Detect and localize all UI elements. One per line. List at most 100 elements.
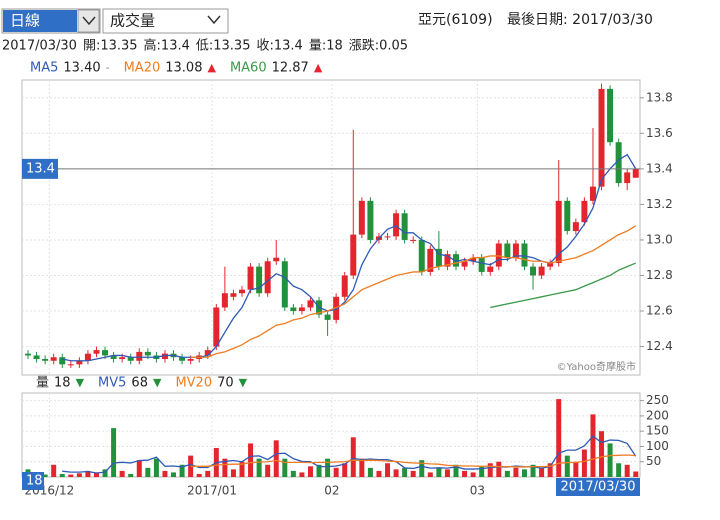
volume-bar <box>333 467 339 477</box>
legend-name: MA5 <box>30 61 58 76</box>
y-tick-label: 12.6 <box>646 304 673 318</box>
volume-bar <box>248 443 254 477</box>
volume-bar <box>42 474 48 477</box>
y-tick-label: 12.4 <box>646 339 673 353</box>
candle-body <box>358 200 365 235</box>
candle-body <box>401 213 408 240</box>
volume-bar <box>205 470 211 477</box>
y-tick-label: 200 <box>646 408 669 422</box>
candle-body <box>119 357 126 360</box>
volume-bar <box>547 463 553 477</box>
volume-bar <box>367 467 373 477</box>
volume-bar <box>359 458 365 477</box>
indicator-dropdown[interactable] <box>102 8 229 34</box>
candle-body <box>589 186 596 201</box>
x-tick-label: 02 <box>324 484 339 498</box>
volume-bar <box>539 467 545 477</box>
candle-body <box>564 200 571 232</box>
candle-body <box>487 266 494 272</box>
x-tick-label: 03 <box>470 484 485 498</box>
volume-bar <box>496 461 502 477</box>
candle-body <box>239 289 245 294</box>
candle-body <box>350 234 357 276</box>
volume-bar <box>599 431 605 477</box>
volume-bar <box>564 455 570 477</box>
price-plot-frame <box>21 79 641 376</box>
dropdown-arrow <box>82 16 96 26</box>
volume-bar <box>196 473 202 477</box>
volume-bar <box>504 470 510 477</box>
volume-bar <box>487 463 493 477</box>
candle-body <box>298 307 305 312</box>
candle-body <box>187 359 194 361</box>
volume-bar <box>68 474 74 477</box>
candle-body <box>221 293 228 308</box>
legend-trend: - <box>106 61 110 74</box>
cursor-price-box <box>22 158 58 179</box>
volume-bar <box>299 472 305 477</box>
volume-bar <box>530 464 536 477</box>
volume-bar <box>521 469 527 477</box>
info-text: 收:13.4 <box>256 39 302 54</box>
volume-bar <box>385 463 391 477</box>
candle-body <box>521 243 528 267</box>
volume-bar <box>256 458 262 477</box>
volume-bar <box>342 463 348 477</box>
candle-body <box>273 257 280 262</box>
y-tick-label: 250 <box>646 393 669 407</box>
info-text: 低:13.35 <box>196 39 251 54</box>
candle-body <box>615 142 622 184</box>
candle-body <box>42 359 49 361</box>
info-text: 開:13.35 <box>83 39 138 54</box>
legend-trend: ▲ <box>207 61 216 74</box>
legend-trend: ▲ <box>314 61 323 74</box>
candle-body <box>204 350 211 356</box>
candle-body <box>624 172 631 184</box>
candle-body <box>324 314 331 320</box>
legend-trend: ▼ <box>239 376 248 389</box>
volume-bar <box>590 414 596 477</box>
dropdown-button[interactable] <box>77 9 100 33</box>
volume-bar <box>222 458 228 477</box>
y-tick-label: 100 <box>646 439 669 453</box>
volume-bar <box>436 467 442 477</box>
volume-bar <box>444 469 450 477</box>
candle-body <box>598 88 605 187</box>
volume-bar <box>128 473 134 477</box>
candle-body <box>418 239 425 272</box>
volume-bar <box>290 470 296 477</box>
info-text: 量:18 <box>309 39 343 54</box>
candle-body <box>290 307 297 312</box>
volume-bar <box>59 473 65 477</box>
legend-name: MV5 <box>98 376 126 391</box>
volume-bar <box>350 437 356 477</box>
candle-body <box>547 263 554 267</box>
volume-bar <box>85 470 91 477</box>
candle-body <box>581 200 588 223</box>
candle-body <box>67 364 74 366</box>
volume-bar <box>171 472 177 477</box>
candle-body <box>410 239 417 241</box>
volume-bar <box>102 469 108 477</box>
candle-body <box>230 293 237 297</box>
candle-body <box>555 200 562 264</box>
volume-bar <box>462 470 468 477</box>
legend-name: MA20 <box>124 61 161 76</box>
volume-bar <box>376 470 382 477</box>
volume-bar <box>111 428 117 477</box>
volume-bar <box>581 449 587 477</box>
indicator-label: 成交量 <box>110 12 155 30</box>
last-date: 最後日期: 2017/03/30 <box>507 12 653 28</box>
volume-bar <box>419 460 425 477</box>
volume-plot-frame <box>21 392 641 478</box>
legend-value: 68 <box>131 376 148 391</box>
candle-body <box>453 254 459 267</box>
ma-line <box>62 153 637 362</box>
legend-name: MV20 <box>175 376 212 391</box>
candle-body <box>632 168 639 178</box>
candle-body <box>144 351 151 356</box>
cursor-volume-box <box>22 472 44 490</box>
volume-bar <box>316 464 322 477</box>
volume-bar <box>76 473 82 477</box>
